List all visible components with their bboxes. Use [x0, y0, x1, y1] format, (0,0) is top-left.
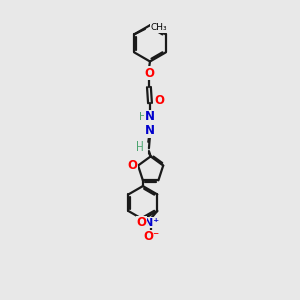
Text: O: O [154, 94, 164, 107]
Text: N: N [145, 124, 155, 137]
Text: N⁺: N⁺ [144, 218, 159, 228]
Text: O: O [128, 159, 138, 172]
Text: H: H [136, 143, 144, 153]
Text: O: O [144, 67, 154, 80]
Text: H: H [139, 112, 146, 122]
Text: CH₃: CH₃ [151, 23, 168, 32]
Text: N: N [145, 110, 155, 123]
Text: O: O [137, 216, 147, 229]
Text: H: H [136, 141, 144, 151]
Text: O⁻: O⁻ [143, 230, 159, 243]
